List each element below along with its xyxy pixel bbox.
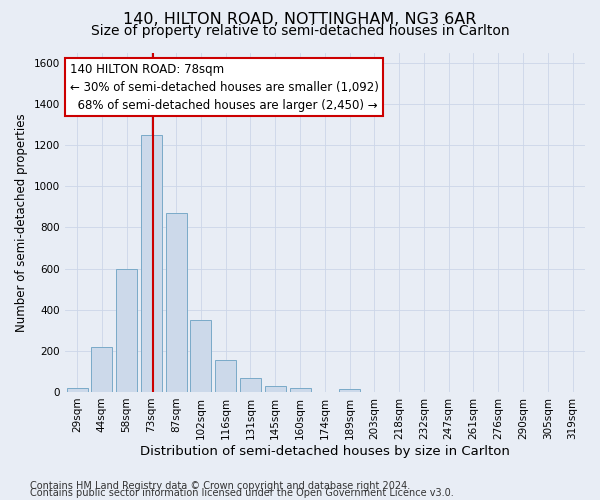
Bar [116,268,137,392]
Bar [215,360,236,392]
Bar [290,388,311,392]
Bar [265,386,286,392]
Bar [190,320,211,392]
X-axis label: Distribution of semi-detached houses by size in Carlton: Distribution of semi-detached houses by … [140,444,510,458]
Bar [240,378,261,392]
Text: Contains public sector information licensed under the Open Government Licence v3: Contains public sector information licen… [30,488,454,498]
Text: Size of property relative to semi-detached houses in Carlton: Size of property relative to semi-detach… [91,24,509,38]
Text: Contains HM Land Registry data © Crown copyright and database right 2024.: Contains HM Land Registry data © Crown c… [30,481,410,491]
Bar [339,389,360,392]
Bar [166,213,187,392]
Text: 140, HILTON ROAD, NOTTINGHAM, NG3 6AR: 140, HILTON ROAD, NOTTINGHAM, NG3 6AR [124,12,476,28]
Bar [141,135,162,392]
Y-axis label: Number of semi-detached properties: Number of semi-detached properties [15,113,28,332]
Bar [91,346,112,392]
Bar [67,388,88,392]
Text: 140 HILTON ROAD: 78sqm
← 30% of semi-detached houses are smaller (1,092)
  68% o: 140 HILTON ROAD: 78sqm ← 30% of semi-det… [70,62,379,112]
